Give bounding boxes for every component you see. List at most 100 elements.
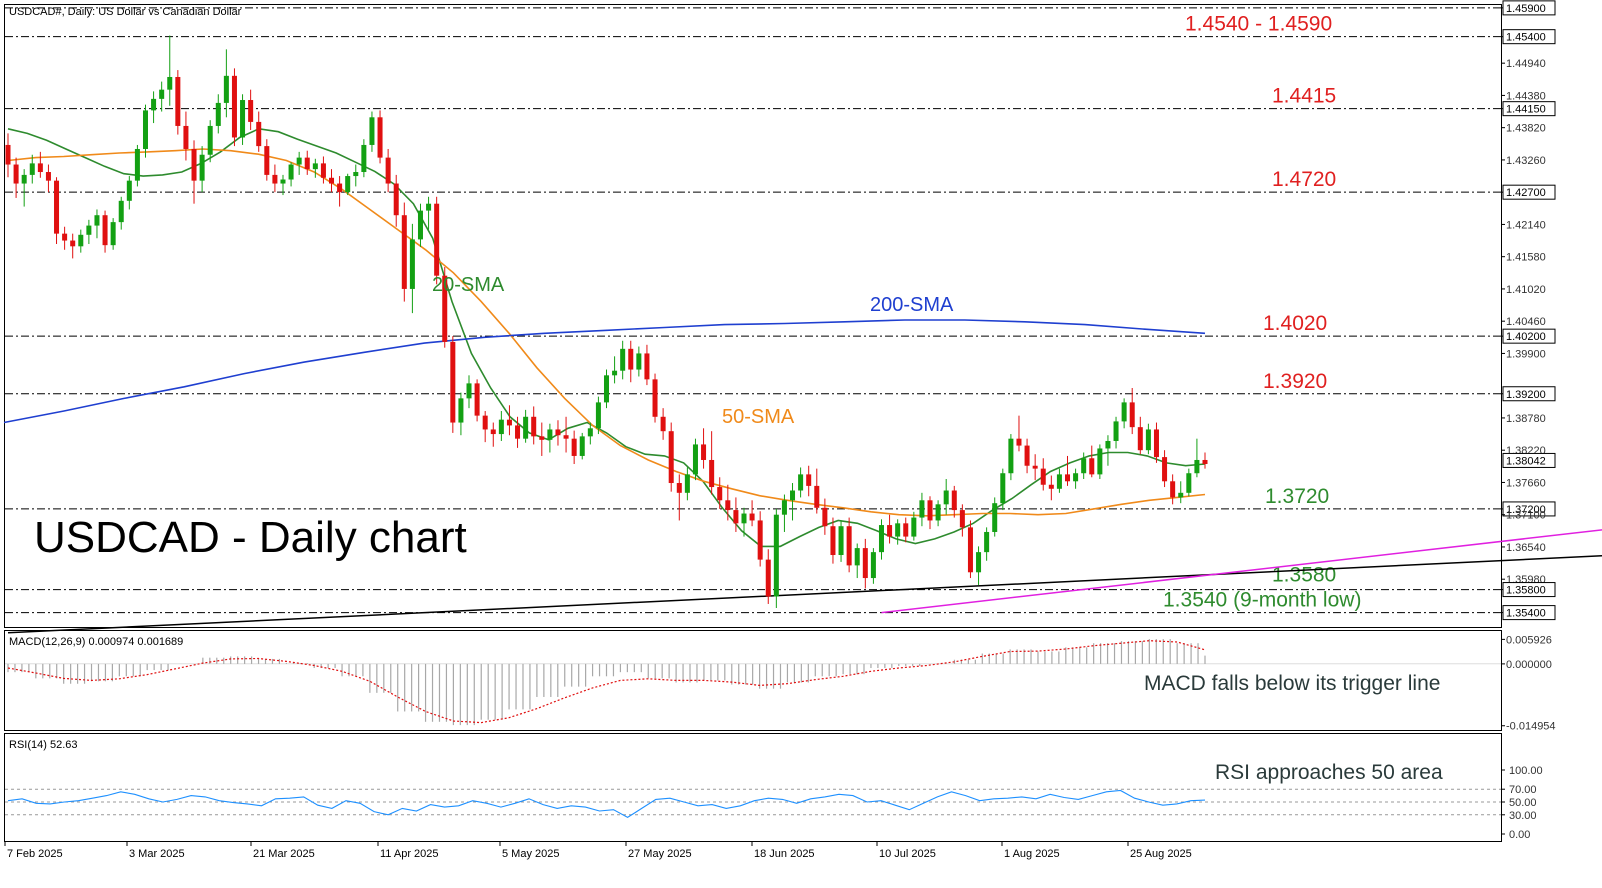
date-tick-label: 3 Mar 2025: [129, 848, 185, 860]
candle-body: [167, 76, 173, 90]
candle-body: [919, 500, 925, 518]
rsi-tick-label: 30.00: [1509, 810, 1537, 822]
candle-body: [426, 203, 432, 211]
price-tag-box: [1502, 605, 1556, 621]
date-tick-label: 5 May 2025: [502, 848, 559, 860]
panel-frames: [4, 4, 1502, 842]
candle: [781, 494, 787, 532]
candle: [790, 483, 796, 521]
candle: [304, 150, 310, 175]
candle: [1056, 468, 1062, 493]
candle: [345, 173, 351, 196]
candle-body: [1000, 473, 1006, 504]
trendlines: [7, 529, 1602, 634]
price-tick-label: 1.37200: [1506, 504, 1546, 516]
candle: [741, 507, 747, 537]
candle: [353, 164, 359, 187]
price-tick-label: 1.43820: [1506, 123, 1546, 135]
candle: [264, 139, 270, 181]
candle: [773, 508, 779, 608]
price-tick-label: 1.42140: [1506, 219, 1546, 231]
price-tick-label: 1.37660: [1506, 477, 1546, 489]
candle: [1016, 415, 1022, 452]
candle: [1089, 445, 1095, 478]
candle: [288, 162, 294, 187]
candle-body: [595, 402, 601, 429]
candle-body: [943, 490, 949, 505]
candle-body: [1040, 468, 1046, 485]
candle: [434, 196, 440, 285]
candle-body: [474, 383, 480, 416]
candle-body: [1089, 458, 1095, 475]
candle: [37, 151, 43, 178]
candle-body: [288, 164, 294, 180]
candle: [5, 133, 11, 178]
candle-body: [781, 500, 787, 515]
date-tick-label: 25 Aug 2025: [1130, 848, 1192, 860]
candle-body: [951, 490, 957, 511]
candle-body: [612, 370, 618, 376]
date-tick-label: 27 May 2025: [628, 848, 692, 860]
candle-body: [644, 353, 650, 380]
price-tick-label: 1.43260: [1506, 155, 1546, 167]
chart-title: USDCAD#, Daily: US Dollar vs Canadian Do…: [9, 6, 242, 18]
candle: [846, 517, 852, 573]
level-label: 1.3920: [1263, 370, 1327, 393]
candle: [70, 233, 76, 259]
candle-body: [1024, 445, 1030, 466]
candle-body: [1113, 421, 1119, 441]
candle: [506, 405, 512, 436]
candle-body: [773, 514, 779, 597]
candle: [482, 411, 488, 443]
candle: [717, 477, 723, 509]
candle: [515, 416, 521, 448]
rsi-line: [7, 789, 1206, 819]
candle: [660, 408, 666, 440]
candle-body: [70, 240, 76, 247]
macd-panel: 0.005926 0.000000 -0.014954: [5, 634, 1556, 733]
candle: [1170, 474, 1176, 505]
candle-body: [1178, 492, 1184, 498]
candle: [579, 432, 585, 460]
candle-body: [296, 157, 302, 165]
candle: [571, 430, 577, 465]
sma20-label: 20-SMA: [432, 274, 505, 296]
candle-body: [1105, 440, 1111, 449]
watermark-title: USDCAD - Daily chart: [34, 513, 467, 562]
price-tick-label: 1.36540: [1506, 542, 1546, 554]
candle-body: [345, 176, 351, 193]
candle-body: [1202, 459, 1208, 465]
candle: [409, 223, 415, 314]
candle: [1178, 481, 1184, 504]
candle-body: [506, 419, 512, 426]
candle-body: [587, 428, 593, 437]
candle-body: [1008, 438, 1014, 474]
candle-body: [215, 102, 221, 126]
candle-body: [668, 431, 674, 484]
candle-body: [757, 520, 763, 560]
candle: [337, 176, 343, 207]
candle-body: [442, 275, 448, 342]
candle-body: [531, 416, 537, 437]
candle: [1121, 398, 1127, 429]
candle-body: [709, 459, 715, 488]
price-tick-label: 1.45400: [1506, 32, 1546, 44]
candle-body: [903, 523, 909, 537]
candle-body: [684, 474, 690, 493]
candle: [78, 229, 84, 253]
candle: [854, 543, 860, 579]
candle: [547, 423, 553, 453]
candle-body: [385, 157, 391, 184]
candle-body: [466, 383, 472, 399]
candle-body: [846, 526, 852, 566]
candle: [620, 340, 626, 380]
candle-body: [1073, 473, 1079, 482]
candle: [733, 497, 739, 532]
candle-body: [870, 552, 876, 579]
price-tag-box: [1502, 328, 1556, 344]
price-tick-label: 1.40460: [1506, 316, 1546, 328]
candle-body: [369, 117, 375, 145]
candle-body: [765, 559, 771, 597]
candle: [54, 177, 60, 245]
candle: [86, 219, 92, 245]
